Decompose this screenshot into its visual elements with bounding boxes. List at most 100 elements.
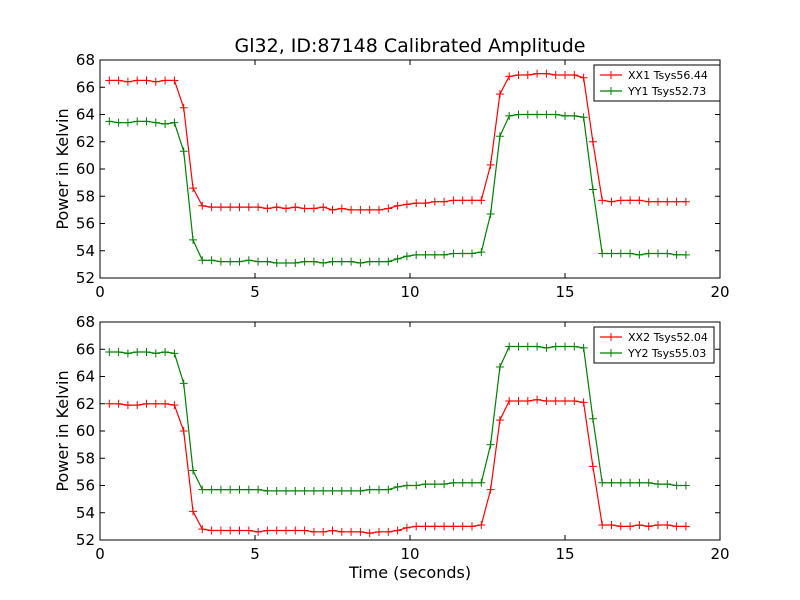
data-point bbox=[654, 249, 662, 258]
axes-frame bbox=[99, 321, 721, 541]
legend-entry: XX2 Tsys52.04 bbox=[600, 331, 708, 344]
data-point bbox=[198, 256, 207, 265]
data-point bbox=[207, 485, 216, 494]
data-point bbox=[235, 485, 244, 494]
data-point bbox=[105, 347, 114, 356]
data-point bbox=[505, 72, 514, 81]
data-point bbox=[477, 196, 486, 205]
data-point bbox=[486, 485, 495, 494]
data-point bbox=[542, 397, 551, 406]
data-point bbox=[282, 204, 290, 213]
data-point bbox=[458, 522, 467, 531]
y-tick-label: 54 bbox=[76, 242, 95, 260]
data-point bbox=[328, 486, 337, 495]
data-point bbox=[207, 526, 216, 535]
data-point bbox=[179, 147, 188, 156]
data-point bbox=[170, 118, 179, 127]
data-point bbox=[161, 76, 170, 85]
data-point bbox=[607, 478, 616, 487]
data-point bbox=[226, 257, 235, 266]
bottom-panel: 0 5 10 15 20 52 54 56 58 60 62 64 66 68 Power in Kelvi… bbox=[53, 313, 730, 563]
data-point bbox=[365, 205, 374, 214]
data-point bbox=[449, 196, 458, 205]
legend: XX1 Tsys56.44 YY1 Tsys52.73 bbox=[593, 64, 721, 102]
data-point bbox=[505, 397, 514, 406]
data-point bbox=[198, 201, 207, 210]
data-point bbox=[551, 342, 560, 351]
data-point bbox=[133, 117, 142, 126]
data-point bbox=[179, 379, 188, 388]
data-point bbox=[254, 485, 263, 494]
data-point bbox=[179, 427, 188, 435]
data-point bbox=[626, 478, 635, 487]
data-point bbox=[598, 249, 607, 258]
data-point bbox=[151, 349, 160, 358]
data-point bbox=[533, 69, 542, 78]
data-point bbox=[319, 203, 328, 212]
legend-entry: YY2 Tsys55.03 bbox=[600, 347, 706, 360]
legend-label: YY1 Tsys52.73 bbox=[627, 85, 706, 98]
data-point bbox=[495, 132, 504, 141]
data-point bbox=[216, 485, 225, 494]
data-point bbox=[402, 523, 411, 532]
legend-box bbox=[593, 326, 715, 364]
data-point bbox=[607, 197, 616, 206]
data-point bbox=[254, 203, 263, 212]
figure-title: Gl32, ID:87148 Calibrated Amplitude bbox=[235, 35, 586, 57]
data-point bbox=[282, 526, 290, 535]
data-point bbox=[402, 481, 411, 490]
data-point bbox=[468, 478, 476, 487]
data-point bbox=[244, 526, 253, 535]
data-point bbox=[375, 205, 383, 214]
data-point bbox=[421, 199, 430, 208]
data-point bbox=[616, 522, 625, 531]
x-tick-label: 5 bbox=[250, 545, 260, 563]
data-point bbox=[309, 204, 318, 213]
data-point bbox=[570, 342, 579, 351]
data-point bbox=[440, 197, 449, 206]
y-tick-label: 56 bbox=[76, 215, 95, 233]
data-point bbox=[337, 204, 346, 213]
data-point bbox=[263, 486, 272, 495]
data-point bbox=[365, 485, 374, 494]
data-point bbox=[449, 478, 458, 487]
data-point bbox=[449, 249, 458, 258]
data-point bbox=[523, 342, 532, 351]
data-point bbox=[189, 466, 197, 475]
legend-label: YY2 Tsys55.03 bbox=[627, 347, 706, 360]
data-point bbox=[337, 486, 346, 495]
data-point bbox=[672, 197, 681, 206]
data-point bbox=[626, 522, 635, 531]
y-tick-label: 54 bbox=[76, 504, 95, 522]
data-point bbox=[551, 397, 560, 406]
y-tick-label: 62 bbox=[76, 395, 95, 413]
data-point bbox=[244, 485, 253, 494]
data-point bbox=[365, 529, 374, 538]
x-tick-label: 5 bbox=[250, 283, 260, 301]
data-point bbox=[393, 254, 402, 263]
data-point bbox=[495, 90, 504, 99]
data-point bbox=[300, 257, 309, 266]
y-tick-label: 64 bbox=[76, 106, 95, 124]
data-point bbox=[626, 249, 635, 258]
data-point bbox=[226, 526, 235, 535]
data-point bbox=[356, 259, 365, 268]
y-tick-label: 64 bbox=[76, 368, 95, 386]
top-panel: 0 5 10 15 20 52 54 56 58 60 62 64 66 68 Power in Kelvi… bbox=[53, 51, 730, 301]
data-point bbox=[263, 204, 272, 213]
y-tick-label: 58 bbox=[76, 449, 95, 467]
data-point bbox=[133, 347, 142, 356]
data-point bbox=[635, 478, 644, 487]
data-point bbox=[495, 416, 504, 425]
data-point bbox=[579, 343, 588, 352]
data-point bbox=[654, 480, 662, 489]
data-point bbox=[514, 397, 523, 406]
data-point bbox=[505, 111, 514, 120]
data-point bbox=[161, 399, 170, 408]
legend-label: XX2 Tsys52.04 bbox=[628, 331, 708, 344]
x-tick-label: 10 bbox=[400, 283, 419, 301]
data-point bbox=[328, 205, 337, 214]
data-point bbox=[598, 478, 607, 487]
data-point bbox=[412, 481, 421, 490]
x-tick-label: 15 bbox=[555, 283, 574, 301]
